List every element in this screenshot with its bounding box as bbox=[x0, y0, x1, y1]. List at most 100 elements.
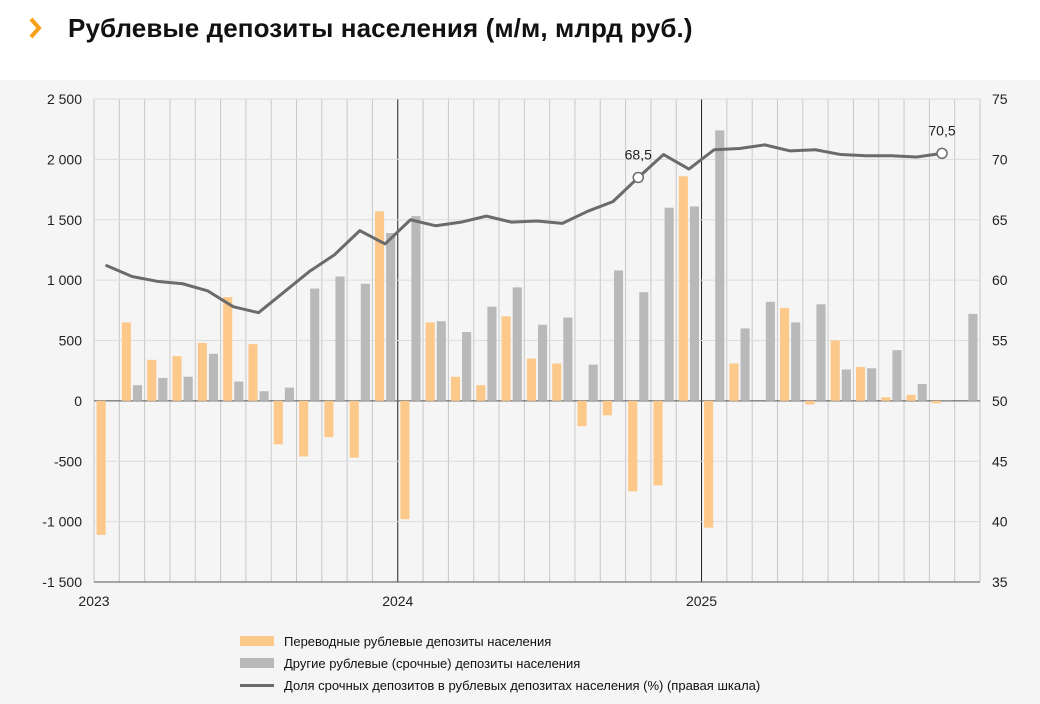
bar-term bbox=[208, 353, 219, 401]
page-title: Рублевые депозиты населения (м/м, млрд р… bbox=[68, 12, 693, 43]
bar-term bbox=[310, 288, 320, 401]
line-term-share bbox=[105, 143, 944, 315]
annotation-marker bbox=[936, 147, 948, 160]
bar-transfer bbox=[501, 316, 511, 401]
bar-term bbox=[968, 313, 978, 401]
bar-transfer bbox=[577, 400, 587, 427]
bar-term bbox=[284, 387, 294, 401]
bar-transfer bbox=[248, 344, 258, 401]
left-tick-label: 2 000 bbox=[47, 151, 82, 167]
legend-item-share: Доля срочных депозитов в рублевых депози… bbox=[240, 674, 760, 696]
bar-term bbox=[689, 206, 699, 401]
bar-term bbox=[715, 130, 725, 401]
bar-term bbox=[791, 322, 801, 401]
bar-transfer bbox=[628, 400, 638, 492]
bar-term bbox=[588, 364, 598, 401]
right-tick-label: 50 bbox=[992, 393, 1008, 409]
left-tick-label: 0 bbox=[74, 393, 82, 409]
bar-transfer bbox=[172, 356, 182, 401]
left-tick-label: -1 500 bbox=[42, 574, 82, 590]
right-tick-label: 45 bbox=[992, 453, 1008, 469]
bar-transfer bbox=[425, 322, 435, 401]
x-tick-label: 2023 bbox=[78, 593, 109, 609]
bar-term bbox=[816, 304, 826, 401]
bar-transfer bbox=[147, 359, 157, 401]
annotation-label: 68,5 bbox=[625, 146, 652, 162]
right-tick-label: 75 bbox=[992, 91, 1008, 107]
bar-transfer bbox=[450, 376, 461, 401]
x-tick-label: 2024 bbox=[382, 593, 413, 609]
legend-item-transfer: Переводные рублевые депозиты населения bbox=[240, 630, 760, 652]
bar-term bbox=[512, 287, 522, 401]
bar-term bbox=[841, 369, 851, 401]
chevron-right-icon bbox=[29, 17, 42, 39]
right-tick-label: 35 bbox=[992, 574, 1008, 590]
bar-term bbox=[158, 377, 168, 401]
bar-term bbox=[360, 283, 370, 401]
bar-term bbox=[487, 306, 497, 401]
bar-transfer bbox=[400, 400, 410, 520]
right-tick-label: 70 bbox=[992, 151, 1008, 167]
right-tick-label: 40 bbox=[992, 514, 1008, 530]
bar-term bbox=[234, 381, 244, 401]
bar-term bbox=[462, 332, 472, 401]
bar-term bbox=[765, 301, 775, 401]
chart-legend: Переводные рублевые депозиты населения Д… bbox=[240, 630, 760, 696]
bar-transfer bbox=[602, 400, 612, 416]
bar-term bbox=[613, 270, 624, 401]
legend-label-share: Доля срочных депозитов в рублевых депози… bbox=[284, 677, 761, 693]
bar-term bbox=[639, 292, 649, 401]
bar-term bbox=[892, 350, 902, 401]
bar-transfer bbox=[830, 340, 840, 401]
bar-term bbox=[943, 400, 953, 403]
bar-term bbox=[563, 317, 573, 401]
bar-transfer bbox=[349, 400, 359, 458]
bar-term bbox=[538, 324, 548, 401]
legend-swatch-term bbox=[240, 658, 274, 668]
bar-term bbox=[740, 328, 750, 401]
bar-transfer bbox=[729, 363, 739, 401]
bar-term bbox=[664, 207, 674, 401]
bar-transfer bbox=[552, 363, 562, 401]
bar-transfer bbox=[476, 385, 486, 401]
annotation-marker bbox=[632, 171, 645, 184]
legend-item-term: Другие рублевые (срочные) депозиты насел… bbox=[240, 652, 760, 674]
legend-swatch-transfer bbox=[240, 636, 274, 646]
header: Рублевые депозиты населения (м/м, млрд р… bbox=[28, 8, 693, 48]
right-tick-label: 65 bbox=[992, 212, 1008, 228]
bar-transfer bbox=[375, 211, 385, 401]
bar-term bbox=[917, 383, 927, 401]
bar-term bbox=[386, 233, 396, 401]
bar-transfer bbox=[855, 367, 866, 401]
bar-transfer bbox=[526, 358, 536, 401]
annotation-label: 70,5 bbox=[928, 122, 955, 138]
bar-term bbox=[335, 276, 345, 401]
legend-label-term: Другие рублевые (срочные) депозиты насел… bbox=[284, 655, 581, 671]
bar-transfer bbox=[273, 400, 283, 445]
bar-transfer bbox=[906, 394, 916, 401]
left-tick-label: 500 bbox=[59, 333, 83, 349]
bar-transfer bbox=[96, 400, 106, 535]
bar-transfer bbox=[704, 400, 714, 528]
left-tick-label: 1 500 bbox=[47, 212, 82, 228]
bar-transfer bbox=[678, 176, 688, 401]
bar-transfer bbox=[653, 400, 663, 486]
left-tick-label: 1 000 bbox=[47, 272, 82, 288]
bar-term bbox=[132, 385, 143, 401]
bar-transfer bbox=[931, 400, 942, 404]
bar-term bbox=[411, 216, 421, 401]
x-tick-label: 2025 bbox=[686, 593, 717, 609]
bar-term bbox=[867, 368, 877, 401]
bar-transfer bbox=[299, 400, 309, 457]
bar-transfer bbox=[197, 342, 207, 401]
right-tick-label: 55 bbox=[992, 333, 1008, 349]
bar-transfer bbox=[121, 322, 131, 401]
legend-swatch-share bbox=[240, 683, 274, 687]
legend-label-transfer: Переводные рублевые депозиты населения bbox=[284, 633, 552, 649]
left-tick-label: 2 500 bbox=[47, 91, 82, 107]
right-tick-label: 60 bbox=[992, 272, 1008, 288]
bar-transfer bbox=[805, 400, 815, 405]
bar-term bbox=[436, 321, 446, 401]
bar-transfer bbox=[223, 297, 233, 401]
